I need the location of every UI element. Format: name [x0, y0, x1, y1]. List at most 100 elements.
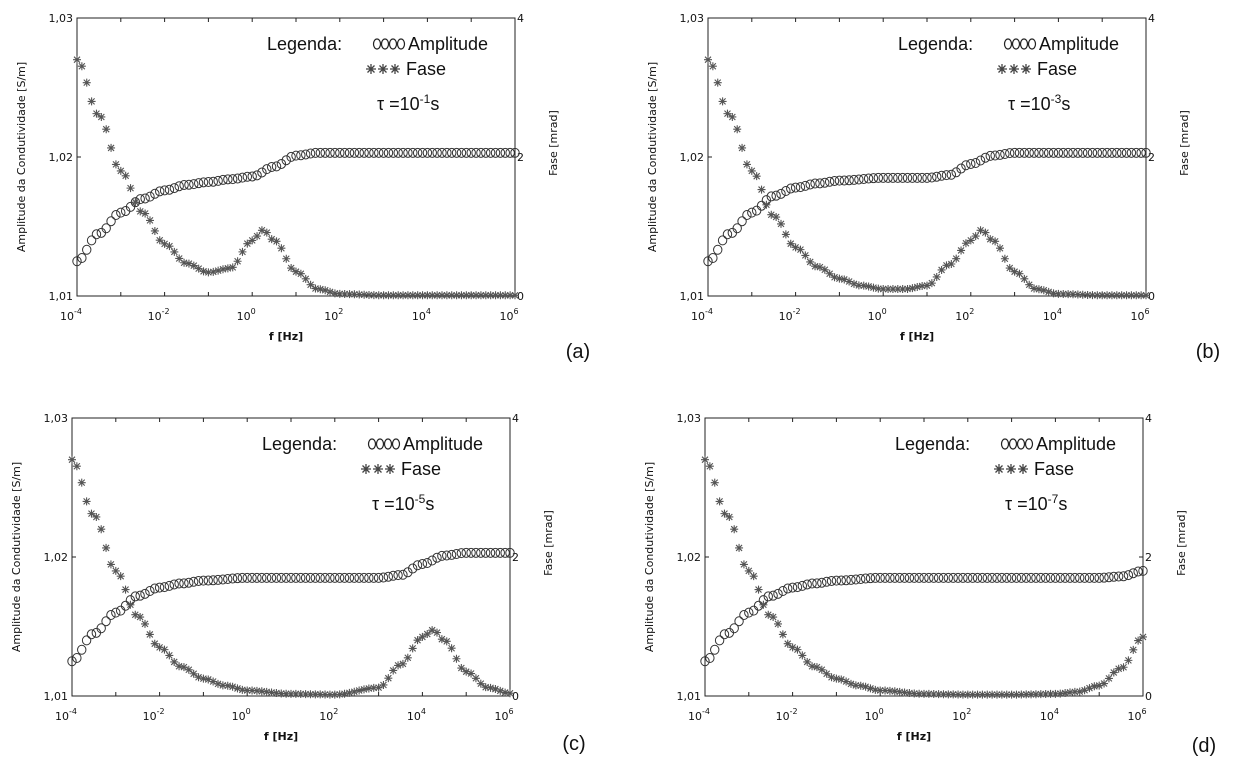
amplitude-point	[218, 574, 228, 585]
y-axis-label-left: Amplitude da Condutividade [S/m]	[15, 62, 28, 252]
panel-label: (c)	[562, 733, 585, 755]
phase-point	[403, 653, 412, 662]
amplitude-point	[1031, 572, 1041, 583]
legend-phase-marker	[1006, 464, 1016, 474]
legend-amplitude-label: Amplitude	[1039, 34, 1119, 54]
legend-amplitude-marker	[372, 38, 382, 50]
y-tick-label-right: 2	[1145, 551, 1152, 564]
x-tick-label: 10-4	[688, 707, 710, 723]
phase-point	[214, 266, 223, 275]
amplitude-point	[933, 572, 944, 583]
phase-point	[82, 78, 91, 87]
phase-point	[1137, 291, 1146, 300]
amplitude-point	[820, 177, 830, 188]
phase-point	[744, 566, 753, 575]
legend-phase-marker	[390, 64, 400, 74]
amplitude-point	[1000, 148, 1010, 159]
amplitude-point	[946, 169, 957, 180]
phase-point	[944, 690, 953, 699]
amplitude-point	[427, 555, 437, 566]
phase-point	[306, 280, 315, 289]
amplitude-point	[742, 210, 752, 221]
amplitude-point	[447, 147, 457, 158]
amplitude-point	[1133, 566, 1143, 577]
phase-point	[301, 274, 310, 283]
x-tick-label: 100	[868, 307, 887, 323]
y-tick-label-right: 2	[517, 151, 524, 164]
phase-point	[1127, 291, 1136, 300]
amplitude-point	[67, 656, 77, 667]
phase-point	[708, 62, 717, 71]
amplitude-point	[393, 570, 403, 581]
phase-point	[840, 275, 849, 284]
amplitude-point	[751, 205, 762, 216]
amplitude-point	[817, 577, 827, 588]
phase-point	[958, 690, 967, 699]
phase-point	[842, 677, 851, 686]
phase-point	[1100, 679, 1109, 688]
phase-point	[1139, 632, 1147, 641]
phase-point	[749, 572, 758, 581]
amplitude-point	[768, 590, 778, 601]
phase-point	[881, 686, 890, 695]
phase-point	[939, 690, 948, 699]
phase-point	[452, 291, 461, 300]
phase-point	[876, 686, 885, 695]
phase-point	[87, 97, 96, 106]
y-axis-label-right: Fase [mrad]	[542, 510, 555, 576]
phase-point	[1056, 689, 1065, 698]
phase-point	[968, 690, 977, 699]
phase-point	[715, 497, 724, 506]
phase-point	[747, 166, 756, 175]
amplitude-point	[373, 572, 384, 583]
amplitude-point	[1039, 147, 1049, 158]
amplitude-point	[456, 147, 467, 158]
phase-point	[752, 172, 761, 181]
phase-point	[1117, 291, 1126, 300]
amplitude-point	[96, 227, 107, 238]
amplitude-point	[398, 569, 408, 580]
amplitude-point	[232, 573, 243, 584]
amplitude-point	[359, 572, 369, 583]
amplitude-point	[408, 147, 418, 158]
phase-point	[864, 282, 873, 291]
amplitude-point	[115, 605, 126, 616]
amplitude-point	[773, 588, 783, 599]
amplitude-point	[1107, 147, 1117, 158]
amplitude-point	[198, 177, 209, 188]
amplitude-point	[369, 572, 379, 583]
phase-point	[345, 290, 354, 299]
legend-title: Legenda:	[898, 34, 973, 54]
legend-amplitude-marker	[1019, 38, 1029, 50]
phase-point	[854, 281, 863, 290]
amplitude-point	[500, 547, 510, 558]
phase-point	[850, 279, 858, 288]
amplitude-point	[349, 147, 360, 158]
phase-point	[277, 689, 286, 698]
amplitude-point	[228, 174, 238, 185]
phase-point	[325, 690, 334, 699]
amplitude-point	[982, 572, 992, 583]
y-tick-label-left: 1,02	[49, 151, 74, 164]
amplitude-point	[281, 155, 291, 166]
phase-point	[981, 228, 990, 237]
phase-point	[199, 674, 208, 683]
amplitude-point	[412, 147, 423, 158]
phase-point	[330, 690, 339, 699]
amplitude-point	[252, 572, 262, 583]
phase-point	[1039, 286, 1048, 295]
amplitude-point	[403, 567, 413, 578]
y-tick-label-right: 2	[1148, 151, 1155, 164]
amplitude-point	[300, 572, 311, 583]
amplitude-point	[1087, 147, 1098, 158]
legend-phase-marker	[1009, 64, 1019, 74]
phase-point	[803, 657, 812, 666]
phase-point	[160, 239, 169, 248]
phase-point	[369, 291, 378, 300]
phase-point	[277, 244, 286, 253]
amplitude-point	[893, 172, 903, 183]
phase-point	[189, 261, 198, 270]
amplitude-point	[807, 578, 817, 589]
phase-point	[360, 290, 369, 299]
phase-point	[194, 673, 203, 682]
